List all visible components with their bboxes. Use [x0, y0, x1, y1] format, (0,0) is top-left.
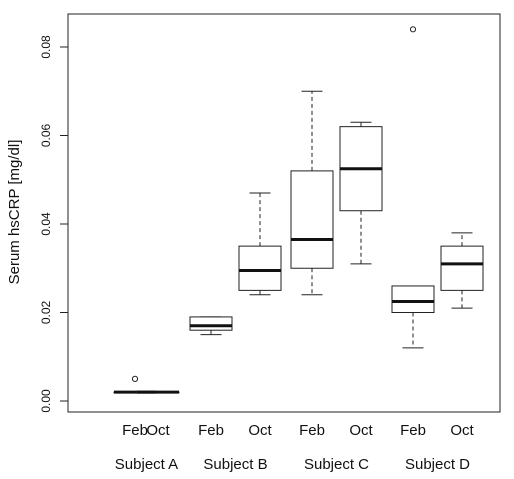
- x-tick-label: Feb: [122, 422, 148, 439]
- box-subject-d-oct: [440, 232, 484, 309]
- y-tick-label: 0.08: [39, 35, 53, 59]
- group-label: Subject D: [405, 456, 470, 473]
- y-tick-label: 0.06: [39, 123, 53, 147]
- box-subject-c-oct: [339, 121, 383, 265]
- box-iqr: [391, 285, 435, 314]
- x-tick-label: Feb: [299, 422, 325, 439]
- y-tick-label: 0.00: [39, 389, 53, 413]
- y-axis-title: Serum hsCRP [mg/dl]: [6, 140, 23, 285]
- box-subject-c-feb: [290, 90, 334, 296]
- x-tick-label: Feb: [400, 422, 426, 439]
- box-subject-b-oct: [238, 192, 282, 296]
- group-label: Subject B: [203, 456, 267, 473]
- box-iqr: [290, 170, 334, 269]
- group-label: Subject A: [115, 456, 178, 473]
- boxes-layer: [113, 26, 484, 394]
- x-tick-label: Oct: [248, 422, 272, 439]
- box-subject-a-feb: [113, 375, 157, 394]
- x-tick-label: Oct: [450, 422, 474, 439]
- x-tick-label: Feb: [198, 422, 224, 439]
- outlier-point: [131, 375, 139, 382]
- box-subject-a-oct: [136, 390, 180, 394]
- box-iqr: [189, 316, 233, 331]
- box-subject-b-feb: [189, 316, 233, 336]
- outlier-point: [409, 26, 417, 33]
- box-iqr: [238, 245, 282, 291]
- plot-frame: [67, 13, 501, 413]
- y-axis: 0.00 0.02 0.04 0.06 0.08: [39, 35, 69, 413]
- x-tick-label: Oct: [146, 422, 170, 439]
- box-iqr: [440, 245, 484, 291]
- y-tick-label: 0.02: [39, 300, 53, 324]
- x-tick-label: Oct: [349, 422, 373, 439]
- box-subject-d-feb: [391, 26, 435, 349]
- y-tick-label: 0.04: [39, 212, 53, 236]
- group-label: Subject C: [304, 456, 369, 473]
